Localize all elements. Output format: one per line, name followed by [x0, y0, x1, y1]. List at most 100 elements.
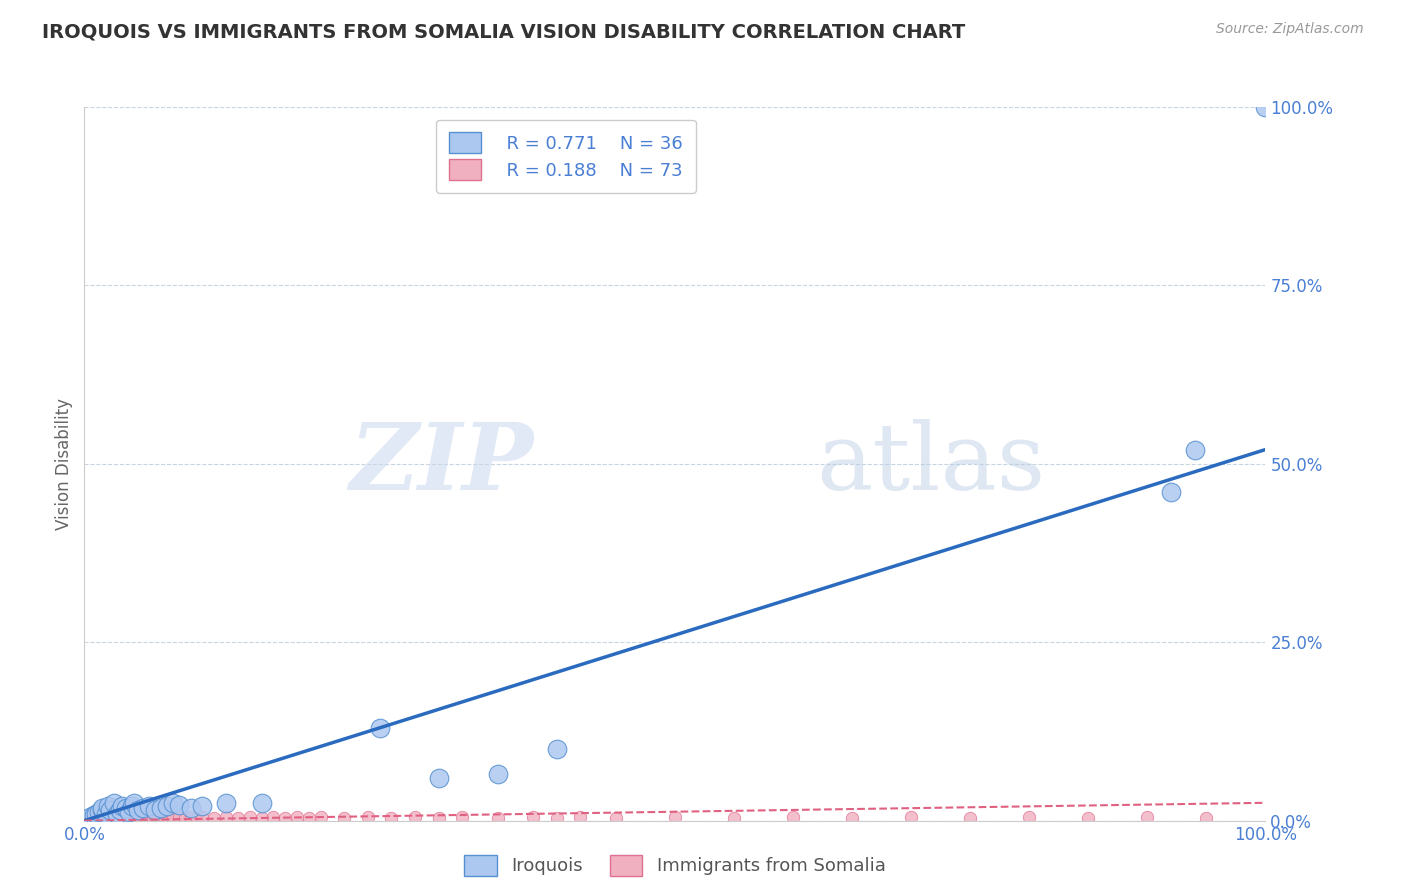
Point: [451, 810, 474, 824]
Point: [89, 811, 111, 825]
Point: [427, 811, 450, 825]
Point: [173, 811, 195, 825]
Point: [357, 810, 380, 824]
Point: [250, 811, 273, 825]
Point: [900, 810, 922, 824]
Point: [167, 797, 190, 812]
Point: [1254, 100, 1277, 114]
Point: [143, 803, 166, 817]
Point: [103, 810, 125, 824]
Point: [427, 771, 450, 785]
Point: [98, 810, 121, 824]
Point: [664, 810, 686, 824]
Text: ZIP: ZIP: [349, 419, 533, 508]
Point: [122, 810, 145, 824]
Point: [380, 811, 402, 825]
Point: [117, 811, 139, 825]
Point: [111, 799, 134, 814]
Point: [191, 810, 214, 824]
Point: [723, 811, 745, 825]
Text: IROQUOIS VS IMMIGRANTS FROM SOMALIA VISION DISABILITY CORRELATION CHART: IROQUOIS VS IMMIGRANTS FROM SOMALIA VISI…: [42, 22, 966, 41]
Point: [138, 810, 160, 824]
Point: [114, 801, 136, 815]
Point: [91, 811, 114, 825]
Point: [156, 799, 179, 814]
Point: [486, 811, 509, 825]
Point: [127, 803, 149, 817]
Point: [91, 801, 114, 815]
Point: [298, 811, 321, 825]
Point: [486, 767, 509, 781]
Point: [129, 811, 152, 825]
Point: [146, 811, 169, 825]
Point: [959, 811, 981, 825]
Point: [368, 721, 391, 735]
Point: [1018, 810, 1040, 824]
Point: [135, 811, 157, 825]
Point: [108, 811, 131, 825]
Point: [250, 796, 273, 810]
Point: [546, 742, 568, 756]
Point: [83, 808, 105, 822]
Point: [1160, 485, 1182, 500]
Point: [77, 811, 100, 825]
Point: [156, 810, 179, 824]
Y-axis label: Vision Disability: Vision Disability: [55, 398, 73, 530]
Point: [153, 811, 176, 825]
Point: [782, 810, 804, 824]
Point: [191, 799, 214, 814]
Point: [107, 810, 129, 824]
Point: [142, 811, 165, 825]
Point: [285, 810, 308, 824]
Point: [1195, 811, 1218, 825]
Point: [94, 810, 117, 824]
Legend: Iroquois, Immigrants from Somalia: Iroquois, Immigrants from Somalia: [457, 847, 893, 883]
Point: [84, 806, 107, 821]
Point: [162, 796, 184, 810]
Point: [103, 796, 125, 810]
Point: [262, 810, 284, 824]
Text: Source: ZipAtlas.com: Source: ZipAtlas.com: [1216, 22, 1364, 37]
Point: [111, 810, 134, 824]
Point: [132, 801, 155, 815]
Point: [239, 810, 262, 824]
Point: [162, 811, 184, 825]
Point: [114, 810, 136, 824]
Point: [94, 806, 117, 821]
Point: [83, 810, 105, 824]
Point: [97, 799, 120, 814]
Point: [101, 811, 124, 825]
Point: [202, 811, 225, 825]
Point: [127, 810, 149, 824]
Point: [404, 810, 426, 824]
Point: [1077, 811, 1099, 825]
Point: [138, 799, 160, 814]
Point: [125, 811, 148, 825]
Point: [118, 810, 141, 824]
Point: [215, 810, 238, 824]
Point: [79, 810, 101, 824]
Point: [605, 811, 627, 825]
Point: [180, 801, 202, 815]
Point: [121, 799, 143, 814]
Point: [82, 811, 104, 825]
Point: [79, 810, 101, 824]
Point: [522, 810, 544, 824]
Point: [546, 811, 568, 825]
Point: [97, 811, 120, 825]
Point: [150, 801, 173, 815]
Point: [215, 796, 238, 810]
Point: [1184, 442, 1206, 457]
Point: [108, 803, 131, 817]
Point: [118, 805, 141, 819]
Point: [274, 811, 297, 825]
Point: [180, 810, 202, 824]
Point: [167, 810, 190, 824]
Point: [112, 811, 135, 825]
Point: [333, 811, 356, 825]
Point: [122, 796, 145, 810]
Point: [107, 806, 129, 821]
Point: [98, 803, 121, 817]
Point: [186, 811, 208, 825]
Point: [309, 810, 332, 824]
